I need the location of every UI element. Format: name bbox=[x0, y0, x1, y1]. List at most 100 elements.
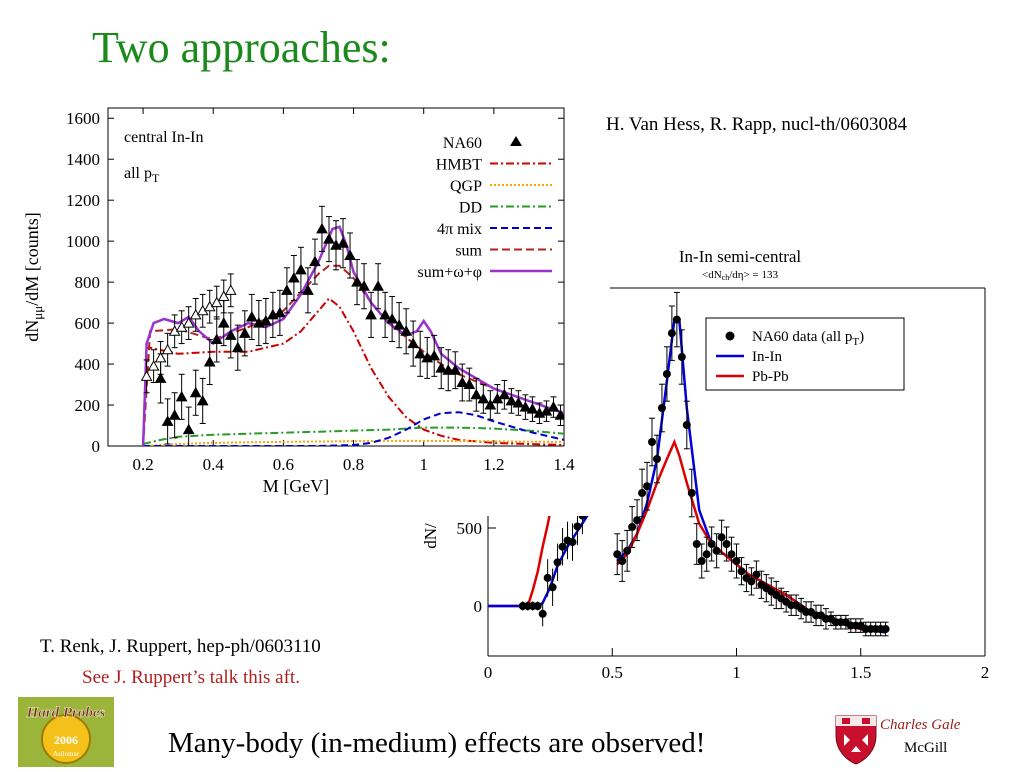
reference-left-note: See J. Ruppert’s talk this aft. bbox=[82, 667, 300, 688]
left-data-point bbox=[238, 327, 251, 338]
right-x-tick-label: 0.5 bbox=[602, 663, 623, 682]
left-x-tick-label: 0.6 bbox=[273, 455, 294, 474]
right-data-point bbox=[707, 540, 716, 548]
reference-right: H. Van Hess, R. Rapp, nucl-th/0603084 bbox=[606, 114, 907, 135]
right-legend-label: In-In bbox=[752, 349, 782, 365]
left-data-point bbox=[519, 401, 532, 412]
left-data-point bbox=[231, 341, 244, 353]
left-data-point bbox=[547, 401, 560, 412]
left-data-point bbox=[309, 255, 321, 267]
left-data-point bbox=[344, 249, 356, 260]
right-inset-point bbox=[533, 602, 542, 610]
left-data-point bbox=[288, 271, 300, 283]
left-y-tick-label: 1600 bbox=[66, 109, 100, 128]
left-data-point bbox=[470, 388, 483, 400]
left-panel-label-2: all pT bbox=[124, 165, 160, 185]
author-affiliation: McGill bbox=[904, 740, 948, 756]
right-inset-point bbox=[558, 542, 567, 551]
right-x-tick-label: 0 bbox=[484, 663, 493, 682]
right-data-point bbox=[722, 540, 731, 548]
left-data-point bbox=[435, 362, 448, 373]
left-data-point bbox=[526, 403, 539, 414]
right-data-point bbox=[677, 353, 686, 361]
left-data-point bbox=[554, 409, 564, 420]
left-data-point bbox=[295, 263, 307, 275]
left-data-point bbox=[407, 337, 420, 349]
right-chart-subtitle: <dNch/dη> = 133 bbox=[702, 269, 778, 282]
right-x-tick-label: 2 bbox=[981, 663, 990, 682]
left-data-point bbox=[175, 390, 188, 402]
left-data-point bbox=[210, 333, 223, 344]
left-open-point bbox=[210, 296, 223, 308]
right-data-point bbox=[747, 577, 756, 586]
right-chart: In-In semi-central <dNch/dη> = 133 NA60 da… bbox=[421, 247, 989, 686]
right-data-point bbox=[623, 546, 632, 555]
right-plot-body bbox=[613, 291, 890, 637]
right-data-point bbox=[643, 482, 652, 491]
right-data-point bbox=[692, 540, 701, 548]
right-chart-plot: In-In semi-central <dNch/dη> = 133 NA60 da… bbox=[421, 247, 989, 686]
right-inset-point bbox=[578, 516, 587, 520]
logo-year: 2006 bbox=[54, 733, 78, 747]
right-data-point bbox=[652, 455, 661, 463]
right-data-point bbox=[881, 625, 890, 633]
right-x-tick-label: 1 bbox=[732, 663, 741, 682]
right-inset-point bbox=[553, 558, 562, 567]
left-open-point bbox=[140, 370, 153, 381]
reference-left: T. Renk, J. Ruppert, hep-ph/0603110 bbox=[40, 636, 321, 657]
right-data-point bbox=[737, 567, 746, 576]
left-data-point bbox=[414, 347, 427, 359]
left-y-tick-label: 400 bbox=[75, 355, 101, 374]
left-y-axis-label: dNμμ/dM [counts] bbox=[22, 212, 45, 341]
left-legend-label: sum+ω+φ bbox=[418, 264, 482, 281]
left-y-tick-label: 800 bbox=[75, 273, 101, 292]
right-y-axis-label: dN/ bbox=[421, 523, 440, 549]
left-data-point bbox=[400, 325, 413, 336]
slide-title: Two approaches: bbox=[92, 23, 391, 72]
left-open-point bbox=[154, 351, 167, 363]
logo-place: Asilomar bbox=[53, 750, 80, 758]
right-data-point bbox=[712, 546, 721, 555]
conclusion-text: Many-body (in-medium) effects are observ… bbox=[168, 727, 706, 759]
left-data-point bbox=[196, 394, 209, 406]
right-data-point bbox=[628, 523, 637, 531]
right-legend-marker bbox=[725, 331, 735, 341]
left-data-point bbox=[217, 317, 230, 328]
left-data-point bbox=[393, 319, 405, 330]
left-data-point bbox=[484, 399, 497, 410]
right-legend-box bbox=[705, 317, 905, 391]
right-x-tick-label: 1.5 bbox=[850, 663, 871, 682]
left-data-point bbox=[477, 392, 490, 404]
left-panel-label-1: central In-In bbox=[124, 129, 204, 146]
right-inset-point bbox=[548, 583, 557, 592]
left-data-point bbox=[372, 280, 384, 291]
left-data-point bbox=[428, 349, 441, 361]
left-open-point bbox=[161, 343, 174, 355]
mcgill-shield-logo bbox=[834, 712, 878, 766]
left-series-line-2 bbox=[142, 297, 564, 446]
left-data-point bbox=[498, 388, 511, 400]
left-open-point bbox=[217, 290, 230, 301]
left-chart: 0.2 0.4 0.6 0.8 1 1.2 1.4 0 200 400 600 800 1000 1200… bbox=[22, 107, 575, 496]
left-data-point bbox=[337, 237, 349, 248]
left-y-tick-label: 1200 bbox=[66, 191, 100, 210]
left-open-point bbox=[147, 360, 160, 371]
right-inset-point bbox=[543, 573, 552, 582]
left-legend-label: DD bbox=[459, 200, 482, 217]
left-data-point bbox=[323, 233, 335, 244]
right-data-point bbox=[687, 489, 696, 497]
left-data-point bbox=[281, 284, 293, 295]
left-x-tick-label: 0.8 bbox=[343, 455, 364, 474]
left-legend-label: NA60 bbox=[443, 135, 482, 152]
left-x-axis-label: M [GeV] bbox=[263, 476, 329, 496]
right-data-point bbox=[638, 489, 647, 497]
right-data-point bbox=[633, 516, 642, 525]
left-data-point bbox=[442, 364, 455, 375]
left-series-line-5 bbox=[143, 411, 564, 446]
left-y-tick-label: 1400 bbox=[66, 150, 100, 169]
left-data-point bbox=[274, 306, 286, 318]
left-x-tick-label: 1 bbox=[419, 455, 428, 474]
left-open-point bbox=[182, 317, 195, 328]
right-data-point bbox=[657, 404, 666, 412]
right-data-point bbox=[752, 570, 761, 579]
